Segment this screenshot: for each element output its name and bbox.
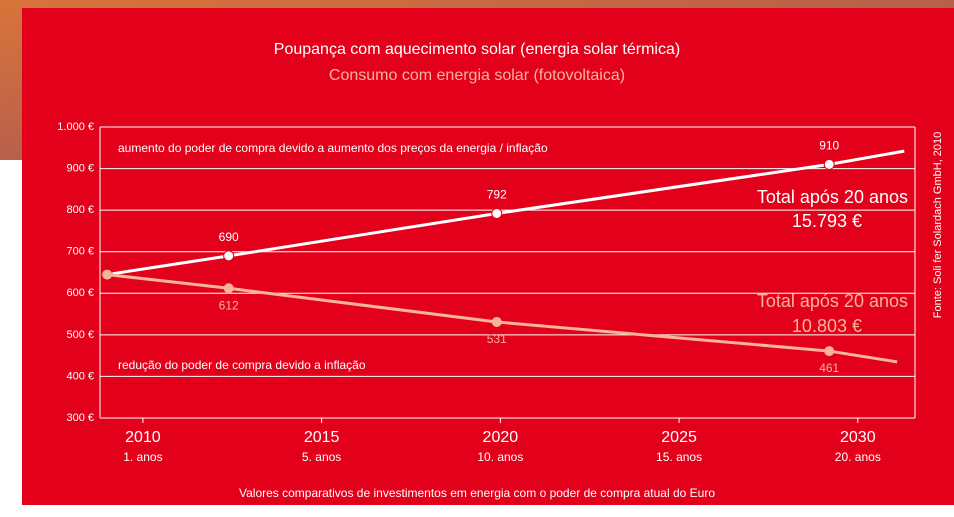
total-label: Total após 20 anos [757, 187, 908, 207]
annotation: aumento do poder de compra devido a aume… [118, 141, 548, 155]
footnote: Valores comparativos de investimentos em… [239, 486, 715, 500]
x-tick-label: 2030 [840, 429, 876, 446]
data-label: 690 [219, 230, 239, 244]
x-tick-label: 2020 [483, 429, 519, 446]
data-point [824, 346, 834, 356]
data-label: 531 [487, 332, 507, 346]
total-value: 15.793 € [792, 211, 862, 231]
data-point [492, 208, 502, 218]
source: Fonte: Soli fer Solardach GmbH, 2010 [932, 132, 944, 318]
data-point [102, 270, 112, 280]
total-value: 10.803 € [792, 316, 862, 336]
annotation: redução do poder de compra devido a infl… [118, 358, 366, 372]
x-tick-label: 2015 [304, 429, 340, 446]
x-tick-sublabel: 20. anos [835, 450, 881, 464]
x-tick-sublabel: 15. anos [656, 450, 702, 464]
y-tick-label: 500 € [66, 329, 94, 341]
legend-title-1: Poupança com aquecimento solar (energia … [274, 41, 680, 58]
x-tick-sublabel: 10. anos [477, 450, 523, 464]
x-tick-sublabel: 1. anos [123, 450, 162, 464]
data-label: 792 [487, 188, 507, 202]
y-tick-label: 600 € [66, 287, 94, 299]
bottom-margin [22, 505, 954, 517]
legend-title-2: Consumo com energia solar (fotovoltaica) [329, 67, 625, 84]
page: {"chart_data": {"type": "line", "series"… [0, 0, 954, 517]
data-label: 612 [219, 298, 239, 312]
y-tick-label: 800 € [66, 204, 94, 216]
data-point [824, 159, 834, 169]
data-label: 461 [819, 361, 839, 375]
x-tick-sublabel: 5. anos [302, 450, 341, 464]
y-tick-label: 1.000 € [57, 121, 94, 133]
x-tick-label: 2025 [661, 429, 697, 446]
chart: Poupança com aquecimento solar (energia … [0, 0, 954, 517]
y-tick-label: 300 € [66, 412, 94, 424]
data-point [224, 283, 234, 293]
x-tick-label: 2010 [125, 429, 161, 446]
data-point [224, 251, 234, 261]
data-point [492, 317, 502, 327]
y-tick-label: 400 € [66, 370, 94, 382]
data-label: 910 [819, 139, 839, 153]
y-tick-label: 700 € [66, 246, 94, 258]
y-tick-label: 900 € [66, 162, 94, 174]
